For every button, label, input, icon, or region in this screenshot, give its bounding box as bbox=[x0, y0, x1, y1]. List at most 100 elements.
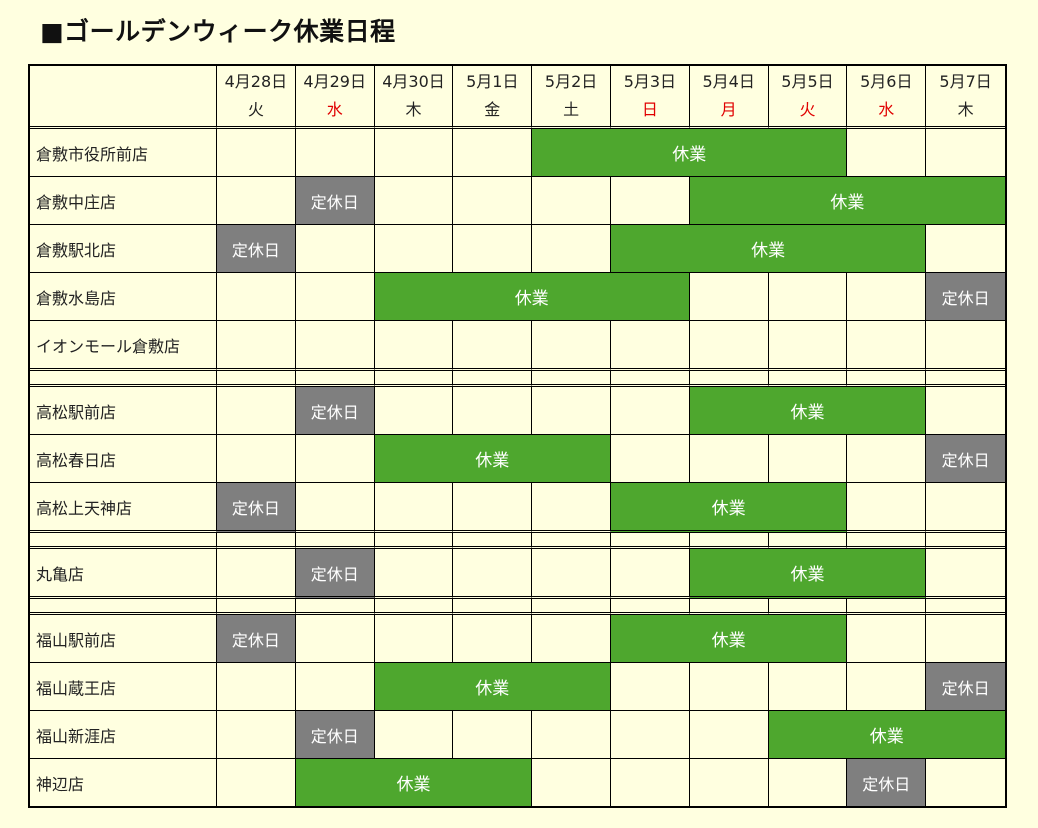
open-day-cell bbox=[217, 711, 296, 759]
separator-cell bbox=[768, 371, 848, 387]
open-day-cell bbox=[532, 711, 611, 759]
day-of-week: 水 bbox=[878, 100, 895, 119]
open-day-cell bbox=[847, 273, 927, 321]
open-day-cell bbox=[768, 273, 848, 321]
separator-cell bbox=[453, 371, 533, 387]
regular-holiday-cell: 定休日 bbox=[217, 615, 296, 663]
open-day-cell bbox=[217, 387, 296, 435]
open-day-cell bbox=[217, 129, 296, 177]
store-row: 丸亀店 定休日 休業 bbox=[30, 549, 1005, 599]
store-name: 倉敷駅北店 bbox=[30, 225, 217, 273]
open-day-cell bbox=[217, 321, 296, 371]
separator-cell bbox=[532, 599, 611, 615]
separator-cell bbox=[374, 599, 454, 615]
open-day-cell bbox=[926, 129, 1005, 177]
day-header: 4月28日火 bbox=[217, 66, 296, 129]
day-of-week: 水 bbox=[326, 100, 343, 119]
separator-cell bbox=[453, 533, 533, 549]
separator-cell bbox=[768, 599, 848, 615]
open-day-cell bbox=[295, 321, 375, 371]
open-day-cell bbox=[847, 483, 927, 533]
separator-cell bbox=[610, 599, 690, 615]
open-day-cell bbox=[847, 129, 927, 177]
day-header: 5月3日日 bbox=[610, 66, 690, 129]
day-header: 5月4日月 bbox=[689, 66, 769, 129]
store-row: イオンモール倉敷店 bbox=[30, 321, 1005, 371]
separator-cell bbox=[374, 371, 454, 387]
day-header: 5月7日木 bbox=[926, 66, 1005, 129]
open-day-cell bbox=[689, 273, 769, 321]
store-row: 高松駅前店 定休日 休業 bbox=[30, 387, 1005, 435]
regular-holiday-cell: 定休日 bbox=[217, 225, 296, 273]
separator-cell bbox=[30, 371, 217, 387]
open-day-cell bbox=[295, 483, 375, 533]
open-day-cell bbox=[689, 435, 769, 483]
closed-period: 休業 bbox=[532, 129, 848, 177]
open-day-cell bbox=[768, 435, 848, 483]
open-day-cell bbox=[374, 177, 454, 225]
closed-period: 休業 bbox=[689, 177, 1005, 225]
separator-cell bbox=[217, 371, 296, 387]
open-day-cell bbox=[453, 549, 533, 599]
open-day-cell bbox=[374, 711, 454, 759]
separator-cell bbox=[847, 599, 927, 615]
open-day-cell bbox=[374, 225, 454, 273]
open-day-cell bbox=[768, 663, 848, 711]
separator-cell bbox=[847, 371, 927, 387]
open-day-cell bbox=[217, 663, 296, 711]
open-day-cell bbox=[926, 759, 1005, 806]
open-day-cell bbox=[532, 483, 611, 533]
day-of-week: 木 bbox=[957, 100, 974, 119]
open-day-cell bbox=[768, 321, 848, 371]
separator-cell bbox=[610, 371, 690, 387]
store-row: 倉敷水島店 休業 定休日 bbox=[30, 273, 1005, 321]
open-day-cell bbox=[217, 273, 296, 321]
open-day-cell bbox=[926, 321, 1005, 371]
open-day-cell bbox=[217, 549, 296, 599]
open-day-cell bbox=[374, 387, 454, 435]
open-day-cell bbox=[374, 129, 454, 177]
regular-holiday-cell: 定休日 bbox=[926, 435, 1005, 483]
regular-holiday-cell: 定休日 bbox=[295, 387, 375, 435]
separator-cell bbox=[30, 533, 217, 549]
day-header: 5月5日火 bbox=[768, 66, 848, 129]
day-of-week: 日 bbox=[641, 100, 658, 119]
day-of-week: 木 bbox=[405, 100, 422, 119]
open-day-cell bbox=[689, 711, 769, 759]
day-date: 4月30日 bbox=[382, 72, 445, 91]
open-day-cell bbox=[769, 759, 848, 806]
separator-cell bbox=[926, 599, 1005, 615]
regular-holiday-cell: 定休日 bbox=[295, 177, 375, 225]
open-day-cell bbox=[532, 321, 611, 371]
open-day-cell bbox=[532, 387, 611, 435]
open-day-cell bbox=[295, 663, 375, 711]
closed-period: 休業 bbox=[768, 711, 1005, 759]
store-name: 倉敷水島店 bbox=[30, 273, 217, 321]
open-day-cell bbox=[217, 177, 296, 225]
closed-period: 休業 bbox=[295, 759, 533, 806]
store-name: 高松春日店 bbox=[30, 435, 217, 483]
open-day-cell bbox=[217, 435, 296, 483]
separator-cell bbox=[768, 533, 848, 549]
open-day-cell bbox=[611, 759, 690, 806]
separator-cell bbox=[30, 599, 217, 615]
store-row: 倉敷市役所前店 休業 bbox=[30, 129, 1005, 177]
separator-cell bbox=[847, 533, 927, 549]
store-name: イオンモール倉敷店 bbox=[30, 321, 217, 371]
store-row: 神辺店 休業 定休日 bbox=[30, 759, 1005, 806]
store-name: 福山新涯店 bbox=[30, 711, 217, 759]
corner-cell bbox=[30, 66, 217, 129]
open-day-cell bbox=[453, 615, 533, 663]
open-day-cell bbox=[374, 549, 454, 599]
open-day-cell bbox=[610, 711, 690, 759]
separator-cell bbox=[610, 533, 690, 549]
group-separator bbox=[30, 533, 1005, 549]
open-day-cell bbox=[610, 549, 690, 599]
separator-cell bbox=[689, 371, 769, 387]
day-header: 5月1日金 bbox=[453, 66, 533, 129]
open-day-cell bbox=[453, 129, 533, 177]
store-name: 丸亀店 bbox=[30, 549, 217, 599]
regular-holiday-cell: 定休日 bbox=[847, 759, 927, 806]
open-day-cell bbox=[532, 759, 611, 806]
closed-period: 休業 bbox=[689, 387, 927, 435]
